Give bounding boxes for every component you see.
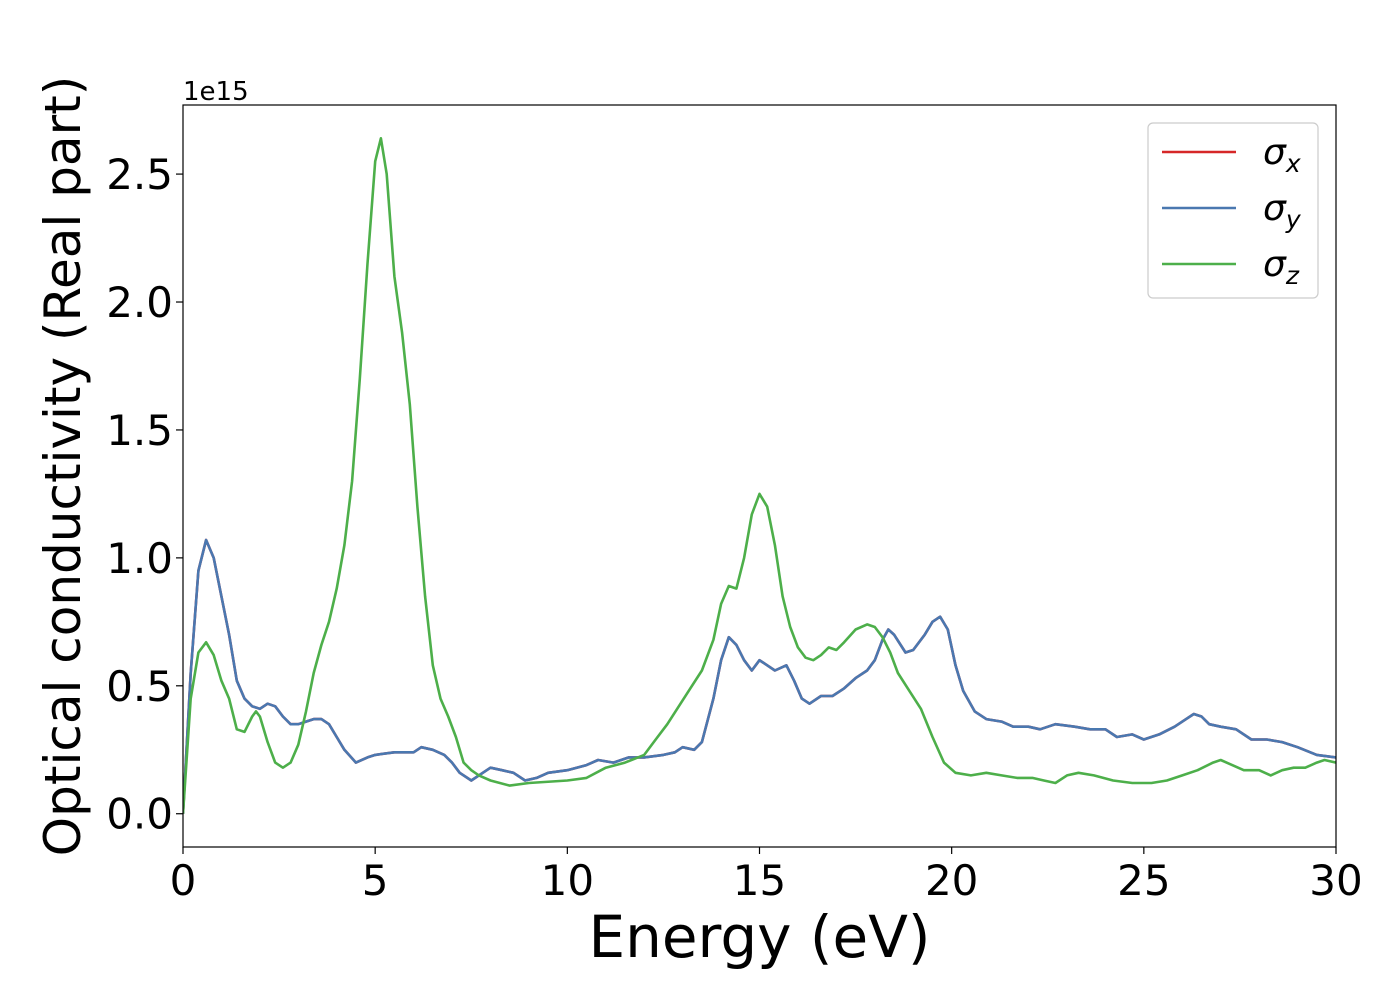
y-tick-label: 1.0: [106, 534, 173, 583]
series-line-1: [183, 538, 1336, 814]
plot-lines: [183, 137, 1336, 814]
y-axis-label: Optical conductivity (Real part): [34, 76, 92, 857]
series-line-0: [183, 538, 1336, 814]
series-line-2: [183, 137, 1336, 814]
y-tick-label: 1.5: [106, 406, 173, 455]
y-axis: 0.0 0.5 1.0 1.5 2.0 2.5: [106, 150, 183, 839]
x-axis-label: Energy (eV): [588, 903, 930, 971]
y-offset-label: 1e15: [183, 77, 249, 107]
x-tick-label: 25: [1117, 856, 1170, 905]
x-tick-label: 20: [925, 856, 978, 905]
x-axis: 0 5 10 15 20 25 30: [170, 847, 1363, 905]
y-tick-label: 0.5: [106, 662, 173, 711]
x-tick-label: 15: [733, 856, 786, 905]
y-tick-label: 2.5: [106, 150, 173, 199]
y-tick-label: 2.0: [106, 278, 173, 327]
x-tick-label: 30: [1309, 856, 1362, 905]
y-tick-label: 0.0: [106, 790, 173, 839]
x-tick-label: 10: [541, 856, 594, 905]
legend-box: [1147, 122, 1319, 299]
x-tick-label: 5: [362, 856, 389, 905]
x-tick-label: 0: [170, 856, 197, 905]
